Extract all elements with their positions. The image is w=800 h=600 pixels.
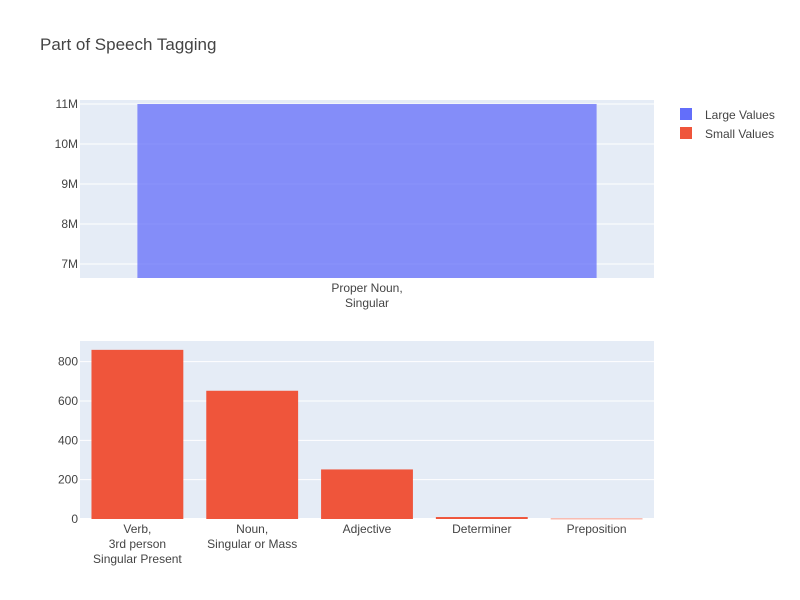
x-tick-label-line: Adjective [343,522,392,536]
y-tick-label: 400 [58,433,78,447]
bar[interactable] [550,518,643,520]
legend[interactable]: Large Values Small Values [680,108,775,141]
legend-label-large-values: Large Values [705,108,775,122]
bar[interactable] [91,349,184,519]
y-tick-label: 800 [58,355,78,369]
x-tick-label-line: Determiner [452,522,511,536]
x-tick-label-line: Verb, [123,522,151,536]
x-tick-label: Proper Noun, Singular [331,281,402,310]
x-tick-label-line: Preposition [567,522,627,536]
y-tick-label: 11M [56,97,78,111]
top-subplot: 7M 8M 9M 10M 11M Proper Noun, Singular [55,97,654,310]
x-tick-label-line: Singular [345,296,389,310]
x-tick-label-line: Proper Noun, [331,281,402,295]
x-tick-label: Preposition [567,522,627,536]
x-tick-label-line: Noun, [236,522,268,536]
x-tick-label: Determiner [452,522,511,536]
legend-item-large-values[interactable]: Large Values [680,108,775,122]
bottom-bars [91,349,643,520]
y-tick-label: 10M [55,137,78,151]
legend-item-small-values[interactable]: Small Values [680,127,774,141]
bar[interactable] [435,517,528,519]
top-x-ticks: Proper Noun, Singular [331,281,402,310]
y-tick-label: 600 [58,394,78,408]
y-tick-label: 7M [61,257,78,271]
x-tick-label: Adjective [343,522,392,536]
legend-swatch-large-values [680,108,692,120]
top-bars [137,104,597,278]
top-y-ticks: 7M 8M 9M 10M 11M [55,97,78,271]
bar[interactable] [137,104,597,278]
bottom-y-ticks: 0 200 400 600 800 [58,355,78,526]
y-tick-label: 200 [58,473,78,487]
bar[interactable] [321,469,413,519]
y-tick-label: 9M [61,177,78,191]
x-tick-label-line: Singular or Mass [207,537,297,551]
y-tick-label: 0 [71,512,78,526]
x-tick-label-line: Singular Present [93,552,182,566]
x-tick-label: Noun, Singular or Mass [207,522,297,551]
bottom-subplot: 0 200 400 600 800 Verb, 3rd person Singular Pr… [58,341,654,566]
chart-title: Part of Speech Tagging [40,35,216,54]
legend-swatch-small-values [680,127,692,139]
x-tick-label: Verb, 3rd person Singular Present [93,522,182,566]
legend-label-small-values: Small Values [705,127,774,141]
x-tick-label-line: 3rd person [109,537,166,551]
bar[interactable] [206,390,299,519]
y-tick-label: 8M [61,217,78,231]
